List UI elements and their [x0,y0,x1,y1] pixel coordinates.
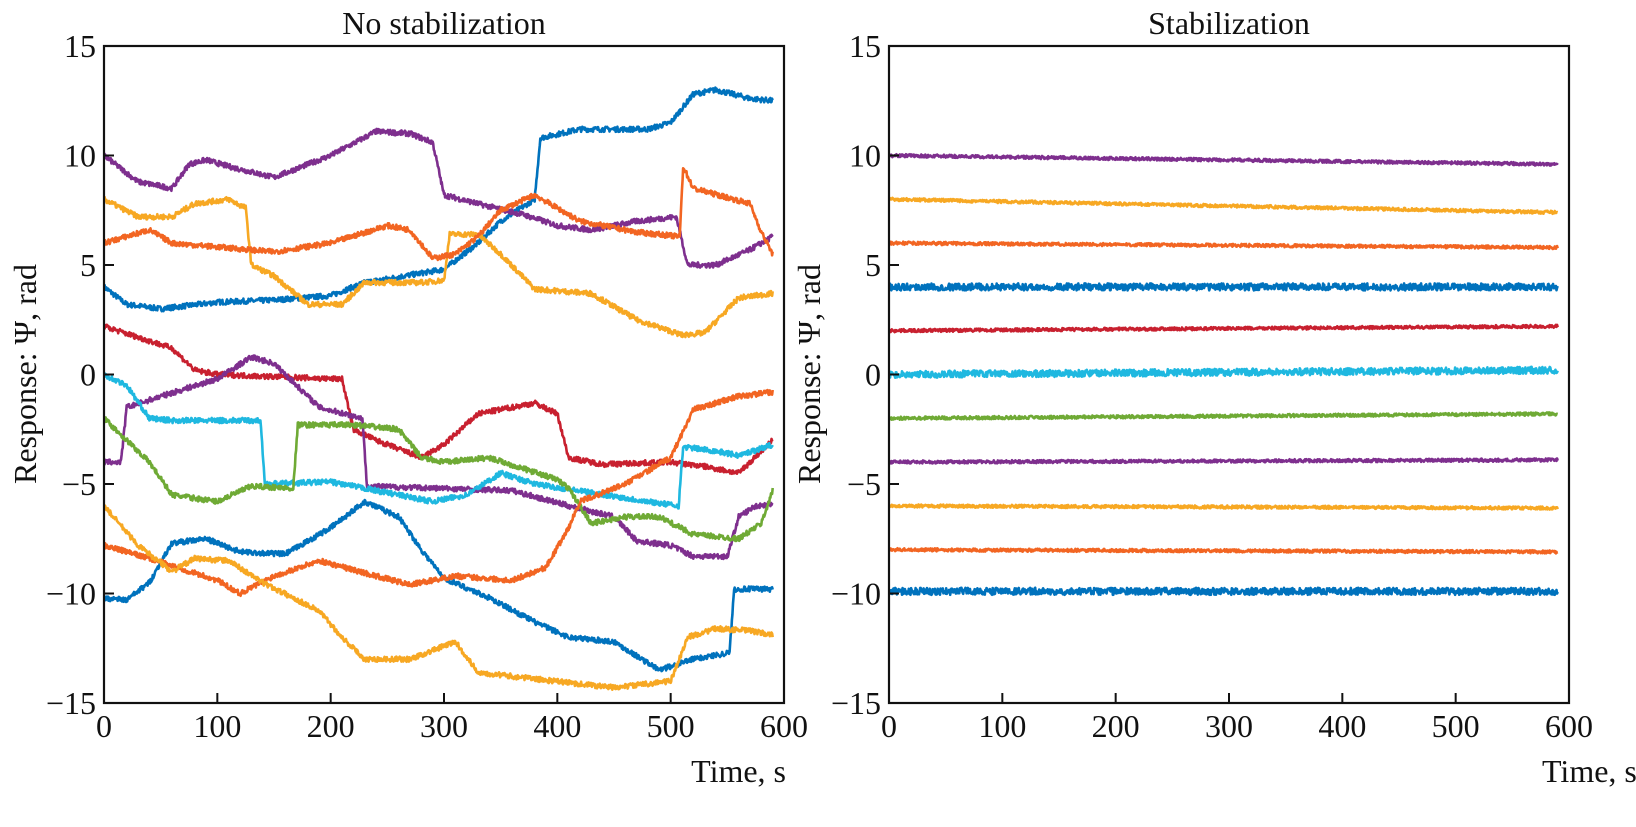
y-tick-label: −10 [831,576,881,612]
series-line-1 [889,152,1559,167]
series-line-9 [104,498,774,673]
series-line-4 [889,282,1559,292]
x-axis-label: Time, s [691,753,786,789]
chart-title: No stabilization [342,5,546,41]
y-tick-label: −5 [847,466,881,502]
x-tick-label: 100 [193,708,241,744]
series-line-7 [889,411,1559,421]
y-tick-label: −15 [831,685,881,721]
x-tick-label: 0 [881,708,897,744]
series-line-10 [104,388,774,598]
x-tick-label: 400 [533,708,581,744]
series-line-8 [889,457,1559,465]
y-tick-label: −15 [46,685,96,721]
x-tick-label: 600 [760,708,808,744]
y-tick-label: −5 [62,466,96,502]
y-tick-label: 0 [865,357,881,393]
x-tick-label: 500 [1432,708,1480,744]
series-line-11 [104,504,774,691]
y-axis-label: Response: Ψ, rad [791,264,827,484]
y-tick-label: 10 [849,138,881,174]
series-line-5 [889,323,1559,334]
x-tick-label: 0 [96,708,112,744]
x-tick-label: 200 [1092,708,1140,744]
series-line-4 [104,167,774,262]
y-tick-label: 10 [64,138,96,174]
series-line-6 [104,354,774,561]
y-tick-label: 0 [80,357,96,393]
series-line-2 [104,127,774,269]
series-group [889,152,1559,597]
series-line-6 [889,365,1559,379]
series-line-11 [889,586,1559,597]
x-axis-label: Time, s [1542,753,1636,789]
series-line-2 [889,196,1559,216]
y-tick-label: 15 [849,28,881,64]
x-tick-label: 200 [307,708,355,744]
panel-no-stabilization: No stabilization Time, s Response: Ψ, ra… [7,5,808,789]
y-tick-label: 5 [80,247,96,283]
series-line-8 [104,416,774,543]
series-line-9 [889,503,1559,511]
chart-title: Stabilization [1148,5,1310,41]
y-tick-label: 5 [865,247,881,283]
series-line-3 [104,195,774,339]
series-line-7 [104,372,774,510]
x-tick-label: 500 [647,708,695,744]
series-group [104,86,774,691]
y-tick-label: −10 [46,576,96,612]
series-line-10 [889,546,1559,555]
x-tick-label: 300 [420,708,468,744]
x-tick-label: 300 [1205,708,1253,744]
y-tick-label: 15 [64,28,96,64]
x-tick-label: 100 [978,708,1026,744]
y-axis-label: Response: Ψ, rad [7,264,43,484]
series-line-3 [889,240,1559,251]
x-tick-label: 400 [1318,708,1366,744]
series-line-1 [104,86,774,313]
x-tick-label: 600 [1545,708,1593,744]
panel-stabilization: Stabilization Time, s Response: Ψ, rad 0… [791,5,1636,789]
